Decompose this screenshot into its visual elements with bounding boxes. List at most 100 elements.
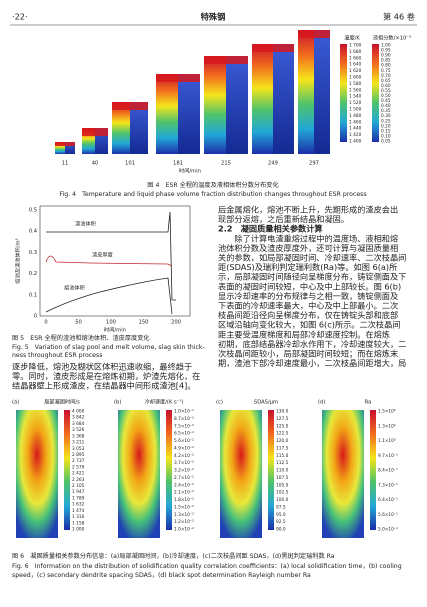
colorbar-label: 100.0: [276, 497, 289, 503]
colorbar-label: 3 368: [72, 433, 85, 439]
colorbar-label: 3.2×10⁻²: [174, 468, 194, 474]
x-tick-label: 0: [44, 320, 47, 326]
colorbar-label: 105.0: [276, 482, 289, 488]
colorbar-label: 1 474: [72, 508, 85, 514]
colorbar-label: 8.7×10⁻²: [174, 416, 194, 422]
curve-label: 渣池体积: [75, 220, 96, 228]
colorbar-label: 1.2×10⁻²: [174, 519, 194, 525]
panel-field: [220, 410, 262, 538]
paragraph-line: 除了计算电渣重熔过程中的温度场、液相和熔: [218, 233, 398, 243]
slag-cap: [82, 128, 108, 136]
paragraph-line: 表面的凝固时间较短，中心及中上部较长。图 6(b): [218, 281, 401, 291]
time-label: 101: [125, 161, 135, 167]
x-tick-label: 50: [75, 320, 82, 326]
colorbar-label: 1 000: [72, 527, 85, 533]
x-tick-label: 200: [171, 320, 181, 326]
panel-title: SDAS/μm: [254, 400, 278, 406]
frac-legend-label: 1.00: [381, 43, 391, 49]
colorbar-label: 120.0: [276, 438, 289, 444]
colorbar-label: 2.4×10⁻²: [174, 482, 194, 488]
paragraph-line: 池体积分数及渣皮厚度外，还可计算与凝固质量相: [218, 243, 398, 253]
colorbar-label: 1 947: [72, 489, 85, 495]
colorbar-label: 1.3×10⁻²: [174, 512, 194, 518]
section-heading: 2.2 凝固质量相关参数计算: [218, 224, 323, 234]
ingot-liquid-fraction: [178, 74, 200, 154]
colorbar-label: 1.0×10⁻¹: [174, 409, 194, 415]
colorbar-label: 1 632: [72, 502, 85, 508]
time-label: 249: [268, 161, 278, 167]
temp-legend-label: 1 400: [349, 139, 362, 145]
colorbar-label: 6.4×10⁻¹: [378, 497, 398, 503]
colorbar-label: 125.0: [276, 423, 289, 429]
frac-legend-label: 0.70: [381, 73, 391, 79]
frac-legend-label: 0.15: [381, 128, 391, 134]
colorbar-label: 3 211: [72, 440, 85, 446]
colorbar-label: 1.5×10⁰: [378, 409, 396, 415]
frac-legend-label: 0.60: [381, 83, 391, 89]
ingot-liquid-fraction: [314, 30, 330, 154]
colorbar-label: 7.5×10⁻²: [174, 423, 194, 429]
ingot-liquid-fraction: [273, 44, 294, 154]
frac-legend-title: 液相分数/×10⁻³: [373, 34, 411, 42]
frac-legend-label: 0.55: [381, 88, 391, 94]
frac-colorbar: [372, 44, 379, 142]
ingot-liquid-fraction: [65, 142, 75, 154]
colorbar-label: 102.5: [276, 490, 289, 496]
curve-label: 渣皮厚度: [92, 251, 113, 259]
colorbar-label: 8.4×10⁻¹: [378, 468, 398, 474]
time-label: 181: [173, 161, 183, 167]
panel-tag: (b): [114, 400, 121, 406]
panel-title: 冷却速度/(K·s⁻¹): [144, 398, 183, 406]
y-tick-label: 0: [34, 314, 37, 320]
slag-cap: [298, 30, 330, 38]
colorbar-label: 112.5: [276, 460, 289, 466]
temp-colorbar: [340, 44, 347, 142]
frac-legend-label: 0.90: [381, 53, 391, 59]
temp-legend-label: 1 480: [349, 113, 362, 119]
frac-legend-label: 0.25: [381, 118, 391, 124]
temp-legend-label: 1 520: [349, 100, 362, 106]
ingot-temperature: [298, 30, 314, 154]
frac-legend-label: 0.40: [381, 103, 391, 109]
paragraph-line: 后金属熔化，熔池不断上升，先期形成的渣皮会出: [218, 205, 398, 215]
temp-legend-title: 温度/K: [344, 34, 360, 42]
paragraph-line: 枝晶间距沿径向呈梯度分布，仅在铸锭头部和底部: [218, 310, 398, 320]
panel-tag: (d): [318, 400, 325, 406]
ingot-liquid-fraction: [130, 102, 148, 154]
curve-label: 熔池体积: [64, 284, 85, 292]
ingot-temperature: [204, 56, 226, 154]
temp-legend-label: 1 460: [349, 119, 362, 125]
colorbar-label: 7.3×10⁻¹: [378, 482, 398, 488]
panel-colorbar: [64, 410, 70, 530]
x-tick-label: 100: [106, 320, 116, 326]
temp-legend-label: 1 620: [349, 68, 362, 74]
temp-legend-label: 1 560: [349, 87, 362, 93]
paragraph-line: 初期，底部结晶器冷却水作用下，冷却速度较大，二: [218, 339, 406, 349]
frac-legend-label: 0.35: [381, 108, 391, 114]
temp-legend-label: 1 580: [349, 81, 362, 87]
panel-colorbar: [166, 410, 172, 530]
frac-legend-label: 0.05: [381, 139, 391, 145]
paragraph-line: 零。同时，渣皮形成是在熔炼初期，炉渣先熔化，在: [12, 371, 200, 381]
slag-cap: [252, 44, 294, 52]
journal-name: 特殊钢: [201, 12, 226, 22]
y-tick-label: 0.2: [29, 271, 37, 277]
frac-legend-label: 0.85: [381, 58, 391, 64]
slag-cap: [156, 74, 200, 82]
slag-skin-curve: [45, 255, 173, 267]
colorbar-label: 1.5×10⁻²: [174, 504, 194, 510]
frac-legend-label: 0.65: [381, 78, 391, 84]
colorbar-label: 4 000: [72, 409, 85, 415]
y-axis-label: 熔池及渣池体积/m³: [14, 238, 22, 283]
temp-legend-label: 1 540: [349, 94, 362, 100]
frac-legend-label: 0.30: [381, 113, 391, 119]
paragraph-line: 结晶器壁上形成渣皮，在结晶器中间形成渣池[4]。: [12, 381, 196, 391]
paragraph-line: 下表面的冷却速率最大，中心及中上部最小。二次: [218, 301, 398, 311]
x-axis-label: 时间/min: [179, 167, 201, 175]
volume: 第 46 卷: [383, 12, 415, 22]
temp-legend-label: 1 420: [349, 132, 362, 138]
colorbar-label: 9.7×10⁻¹: [378, 453, 398, 459]
colorbar-label: 6.5×10⁻²: [174, 431, 194, 437]
temp-legend-label: 1 500: [349, 107, 362, 113]
